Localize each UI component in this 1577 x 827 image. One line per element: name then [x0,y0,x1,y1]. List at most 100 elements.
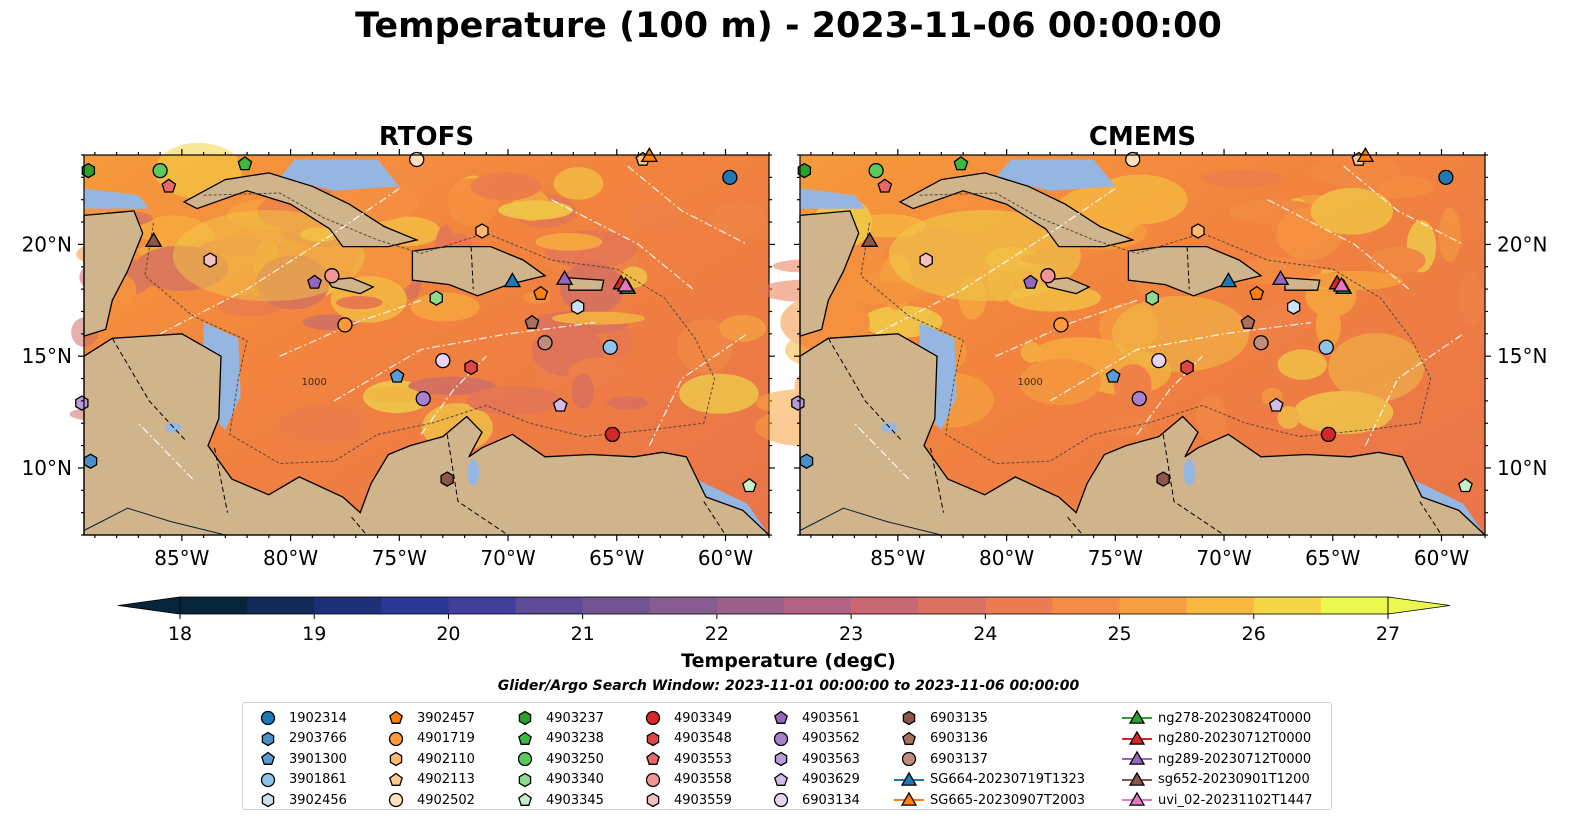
map-panels: 1000 RTOFS 85°W 80°W 75°W 70°W 65°W 60°W 10°N 15°… [22,122,1548,570]
legend-entry: 4903558 [636,770,732,791]
legend-marker [389,751,403,767]
y-tick-label: 20°N [22,232,72,256]
obs-marker-4903558 [324,268,340,284]
legend-entry: 2903766 [251,729,347,750]
legend-entry: 4903349 [636,708,732,729]
country-borders [827,246,1442,536]
legend-label: 4902502 [417,792,475,808]
legend-symbol [646,792,660,808]
legend-marker [518,792,532,807]
obs-marker-4901719 [337,317,353,333]
map-panel-rtofs: 1000 RTOFS 85°W 80°W 75°W 70°W 65°W 60°W 10°N 15°… [22,122,775,570]
legend-marker [646,751,660,766]
legend-label: ng278-20230824T0000 [1158,710,1312,726]
legend-entry: 4903237 [508,708,604,729]
legend-entry: 4903250 [508,749,604,770]
obs-marker-4903349 [604,426,621,443]
legend-entry: 4903629 [764,770,860,791]
legend-marker [518,731,532,745]
legend-entry: SG665-20230907T2003 [892,790,1085,811]
legend-symbol [261,751,275,766]
colorbar-bin [180,597,248,614]
colorbar-bin [1186,597,1255,614]
legend-symbol [646,751,660,766]
legend-entry: 3902456 [251,790,347,811]
legend-entry: 3902457 [379,708,475,729]
obs-marker-4903340 [429,290,443,306]
legend-entry: 6903136 [892,729,1085,750]
legend-label: 2903766 [289,731,347,747]
obs-marker-4903629 [552,397,568,412]
legend-marker [894,771,924,786]
colorbar-bin [1253,597,1322,614]
obs-marker-4903250 [152,162,168,179]
legend-marker [260,711,276,726]
legend-marker [1122,730,1152,745]
observation-markers [791,147,1473,493]
legend-symbol [900,791,918,807]
x-tick-label: 75°W [372,546,427,570]
legend-entry: SG664-20230719T1323 [892,770,1085,791]
obs-marker-4902502 [409,151,425,168]
x-tick-label: 60°W [698,546,753,570]
lake-maracaibo [467,459,480,486]
axis-ticks [794,149,1491,541]
obs-marker-4902502 [1125,151,1141,168]
obs-marker-4903238 [237,156,253,171]
figure-title: Temperature (100 m) - 2023-11-06 00:00:0… [355,6,1222,46]
legend-entry: 6903137 [892,749,1085,770]
obs-marker-SG664-20230719T1323 [1219,272,1238,288]
legend-entry: 4903559 [636,790,732,811]
legend-marker [388,793,404,808]
colorbar-tick-label: 23 [839,623,863,645]
colorbar: 18 19 20 21 22 23 24 25 26 27 [117,596,1451,645]
legend-symbol [260,711,276,726]
legend-marker [389,710,403,725]
obs-marker-4901719 [1053,317,1069,333]
obs-marker-4903340 [1145,290,1159,306]
observation-legend: 1902314 2903766 3901300 3901861 3902456 39024… [242,702,1332,810]
legend-symbol [261,792,275,808]
colorbar-tick-label: 25 [1107,623,1131,645]
obs-marker-4903559 [919,252,933,268]
legend-entry: 4901719 [379,729,475,750]
legend-label: 3902457 [417,710,475,726]
contour-label: 1000 [1017,377,1042,388]
obs-marker-3902456 [1286,299,1301,315]
legend-marker [261,792,275,808]
legend-marker [894,791,924,807]
colorbar-bin [448,597,517,614]
obs-marker-6903134 [1151,352,1167,369]
colorbar-bin [1320,597,1389,614]
legend-label: 6903134 [802,792,860,808]
legend-entry: 3901300 [251,749,347,770]
legend-symbol [389,751,403,767]
legend-symbol [389,772,403,786]
legend-symbol [902,731,916,745]
colorbar-bin [716,597,785,614]
legend-marker [646,731,660,746]
legend-label: sg652-20230901T1200 [1158,772,1310,788]
legend-entry: ng280-20230712T0000 [1120,729,1312,750]
x-tick-label: 70°W [480,546,535,570]
obs-marker-sg652-20230901T1200 [860,231,879,247]
country-borders [111,246,726,536]
legend-symbol [260,772,276,787]
obs-marker-3901300 [1105,368,1121,383]
y-tick-label: 20°N [1497,232,1547,256]
legend-entry: 4903340 [508,770,604,791]
obs-marker-3902457 [1249,285,1265,300]
x-tick-label: 80°W [979,546,1034,570]
legend-marker [518,772,532,787]
legend-label: ng280-20230712T0000 [1158,731,1312,747]
legend-marker [773,793,789,808]
obs-marker-2903766 [83,453,98,469]
obs-marker-2903766 [799,453,814,469]
obs-marker-3902457 [533,285,549,300]
legend-marker [518,710,532,726]
colorbar-bin [649,597,718,614]
legend-label: 4903561 [802,710,860,726]
obs-marker-4903548 [1180,359,1194,376]
obs-marker-4903238 [953,156,969,171]
